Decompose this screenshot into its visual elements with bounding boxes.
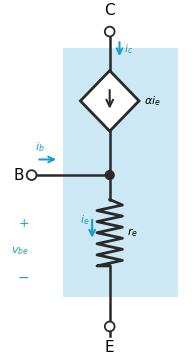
- Text: $v_{be}$: $v_{be}$: [11, 245, 29, 257]
- Text: C: C: [104, 3, 115, 18]
- Text: $r_e$: $r_e$: [127, 226, 138, 239]
- Circle shape: [27, 170, 36, 180]
- Text: $\alpha i_e$: $\alpha i_e$: [144, 94, 161, 108]
- Text: +: +: [19, 217, 29, 230]
- Text: $i_c$: $i_c$: [124, 42, 134, 56]
- Text: −: −: [18, 271, 30, 285]
- Circle shape: [105, 171, 114, 179]
- Text: B: B: [13, 168, 24, 183]
- Text: $i_b$: $i_b$: [35, 140, 44, 154]
- Text: $i_e$: $i_e$: [80, 213, 89, 227]
- Polygon shape: [80, 71, 139, 131]
- Text: E: E: [105, 340, 114, 355]
- Circle shape: [105, 27, 115, 37]
- Bar: [63, 48, 178, 297]
- Circle shape: [105, 321, 115, 331]
